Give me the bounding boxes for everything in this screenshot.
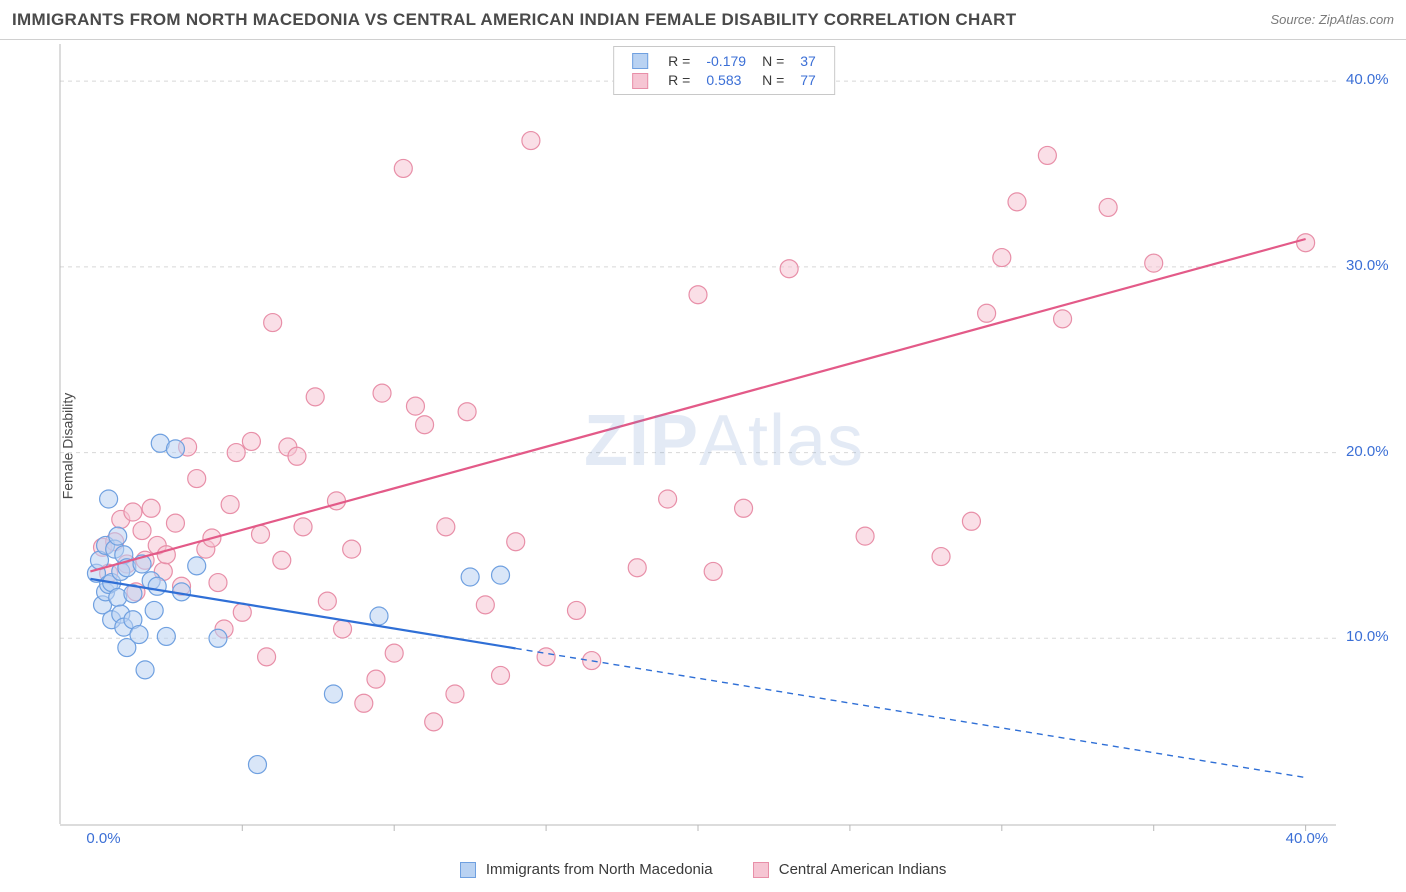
r-label-a: R =	[660, 51, 698, 70]
legend-item-b: Central American Indians	[753, 861, 947, 878]
swatch-series-b-icon	[632, 73, 648, 89]
n-label-b: N =	[754, 70, 792, 89]
swatch-series-a-icon	[460, 862, 476, 878]
title-bar: IMMIGRANTS FROM NORTH MACEDONIA VS CENTR…	[0, 0, 1406, 40]
plot-area: ZIPAtlas R = -0.179 N = 37 R = 0.583 N =…	[52, 40, 1396, 842]
r-value-b: 0.583	[698, 70, 754, 89]
legend-label-a: Immigrants from North Macedonia	[486, 861, 713, 878]
series-legend: Immigrants from North Macedonia Central …	[0, 861, 1406, 878]
chart-title: IMMIGRANTS FROM NORTH MACEDONIA VS CENTR…	[12, 10, 1016, 30]
n-value-a: 37	[792, 51, 824, 70]
y-tick-label: 10.0%	[1346, 628, 1389, 645]
y-tick-label: 30.0%	[1346, 257, 1389, 274]
legend-label-b: Central American Indians	[779, 861, 947, 878]
r-label-b: R =	[660, 70, 698, 89]
source-attribution: Source: ZipAtlas.com	[1270, 12, 1394, 27]
y-tick-label: 40.0%	[1346, 71, 1389, 88]
n-label-a: N =	[754, 51, 792, 70]
r-value-a: -0.179	[698, 51, 754, 70]
legend-row-b: R = 0.583 N = 77	[624, 70, 824, 89]
swatch-series-a-icon	[632, 53, 648, 69]
legend-item-a: Immigrants from North Macedonia	[460, 861, 713, 878]
scatter-chart	[52, 40, 1396, 842]
n-value-b: 77	[792, 70, 824, 89]
x-tick-label: 0.0%	[86, 830, 120, 847]
x-tick-label: 40.0%	[1286, 830, 1329, 847]
y-tick-label: 20.0%	[1346, 443, 1389, 460]
legend-row-a: R = -0.179 N = 37	[624, 51, 824, 70]
swatch-series-b-icon	[753, 862, 769, 878]
correlation-legend: R = -0.179 N = 37 R = 0.583 N = 77	[613, 46, 835, 95]
